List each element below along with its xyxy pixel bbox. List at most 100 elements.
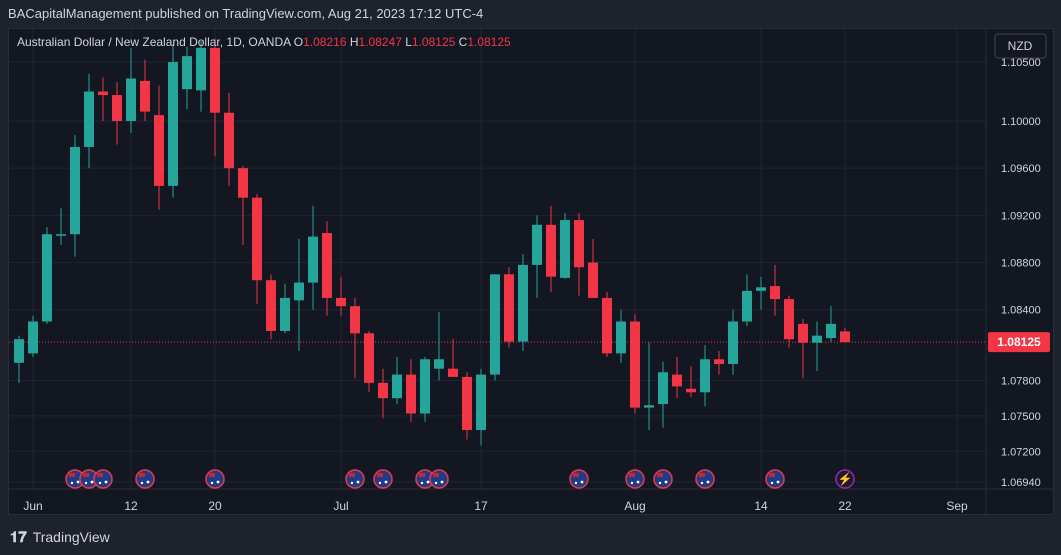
candle-body[interactable] (112, 95, 122, 121)
candle-body[interactable] (798, 323, 808, 343)
flag-star (146, 480, 150, 484)
candle-body[interactable] (182, 56, 192, 90)
candle-body[interactable] (770, 286, 780, 300)
au-flag-event-icon[interactable] (93, 469, 113, 489)
candle-body[interactable] (126, 78, 136, 121)
candle-body[interactable] (308, 236, 318, 283)
candle-body[interactable] (406, 374, 416, 414)
candle-body[interactable] (756, 287, 766, 291)
candle-body[interactable] (168, 62, 178, 186)
candle-body[interactable] (840, 331, 850, 343)
candle-body[interactable] (742, 290, 752, 322)
au-flag-event-icon[interactable] (345, 469, 365, 489)
last-price-label: 1.08125 (997, 335, 1041, 349)
currency-button[interactable] (994, 33, 1047, 59)
candle-body[interactable] (574, 220, 584, 268)
candle-body[interactable] (322, 233, 332, 298)
candle-body[interactable] (84, 91, 94, 147)
candle-body[interactable] (588, 262, 598, 298)
ohlc-label-l: L (405, 35, 412, 49)
au-flag-event-icon[interactable] (205, 469, 225, 489)
flag-star (104, 480, 108, 484)
candle-body[interactable] (700, 359, 710, 393)
flag-star (630, 481, 634, 485)
candle-body[interactable] (350, 306, 360, 334)
candle-body[interactable] (490, 274, 500, 375)
candle-body[interactable] (378, 382, 388, 399)
candle-body[interactable] (686, 388, 696, 393)
candle-body[interactable] (658, 372, 668, 405)
candle-body[interactable] (462, 376, 472, 431)
flash-event-icon[interactable] (835, 469, 855, 489)
candle-body[interactable] (644, 405, 654, 408)
flag-canton (97, 473, 103, 477)
flag-star (90, 480, 94, 484)
au-flag-event-icon[interactable] (765, 469, 785, 489)
brand[interactable]: 𝟏𝟕 TradingView (10, 529, 110, 546)
x-tick-label: Jul (333, 499, 348, 513)
candle-body[interactable] (196, 47, 206, 91)
au-flag-event-icon[interactable] (135, 469, 155, 489)
flag-star (384, 480, 388, 484)
au-flag-event-icon[interactable] (569, 469, 589, 489)
candle-body[interactable] (238, 168, 248, 198)
candle-body[interactable] (532, 224, 542, 265)
candle-body[interactable] (672, 374, 682, 387)
flash-symbol: ⚡ (838, 472, 853, 486)
candle-body[interactable] (560, 220, 570, 278)
flag-canton (349, 473, 355, 477)
candle-body[interactable] (728, 321, 738, 364)
candlestick-chart[interactable]: 1.10500 1.10000 1.09600 1.09200 1.08800 1.084… (9, 29, 1053, 514)
candle-body[interactable] (616, 321, 626, 354)
candle-body[interactable] (294, 282, 304, 301)
candle-body[interactable] (476, 374, 486, 431)
candle-body[interactable] (56, 234, 66, 236)
y-tick-label: 1.07500 (1001, 411, 1041, 423)
candle-body[interactable] (364, 333, 374, 383)
candle-body[interactable] (504, 274, 514, 342)
au-flag-event-icon[interactable] (695, 469, 715, 489)
candle-body[interactable] (602, 297, 612, 354)
candle-body[interactable] (210, 47, 220, 113)
candle-body[interactable] (546, 224, 556, 277)
candle-body[interactable] (70, 146, 80, 235)
chart-panel[interactable]: 1.10500 1.10000 1.09600 1.09200 1.08800 1.084… (8, 28, 1054, 515)
flag-star (664, 480, 668, 484)
candle-body[interactable] (224, 112, 234, 169)
x-tick-label: Sep (946, 499, 968, 513)
candle-body[interactable] (784, 299, 794, 340)
flag-star (140, 481, 144, 485)
candle-body[interactable] (630, 321, 640, 408)
flag-star (700, 481, 704, 485)
candle-body[interactable] (28, 321, 38, 354)
au-flag-event-icon[interactable] (429, 469, 449, 489)
candle-body[interactable] (434, 359, 444, 369)
flag-star (574, 481, 578, 485)
candle-body[interactable] (812, 335, 822, 343)
candle-body[interactable] (392, 374, 402, 399)
candle-body[interactable] (826, 323, 836, 339)
candle-body[interactable] (140, 80, 150, 112)
au-flag-event-icon[interactable] (653, 469, 673, 489)
candle-body[interactable] (448, 368, 458, 377)
x-tick-label: 14 (754, 499, 768, 513)
flag-star (216, 480, 220, 484)
flag-star (378, 481, 382, 485)
y-tick-label: 1.08800 (1001, 258, 1041, 270)
au-flag-event-icon[interactable] (373, 469, 393, 489)
candle-body[interactable] (98, 91, 108, 96)
candle-body[interactable] (420, 359, 430, 414)
x-tick-label: 17 (474, 499, 488, 513)
candle-body[interactable] (336, 297, 346, 307)
flag-canton (377, 473, 383, 477)
ohlc-value-o: 1.08216 (303, 35, 350, 49)
candle-body[interactable] (714, 359, 724, 364)
au-flag-event-icon[interactable] (625, 469, 645, 489)
candle-body[interactable] (280, 297, 290, 331)
candle-body[interactable] (14, 339, 24, 363)
candle-body[interactable] (154, 115, 164, 186)
candle-body[interactable] (266, 280, 276, 331)
candle-body[interactable] (252, 197, 262, 281)
candle-body[interactable] (518, 264, 528, 342)
candle-body[interactable] (42, 234, 52, 322)
